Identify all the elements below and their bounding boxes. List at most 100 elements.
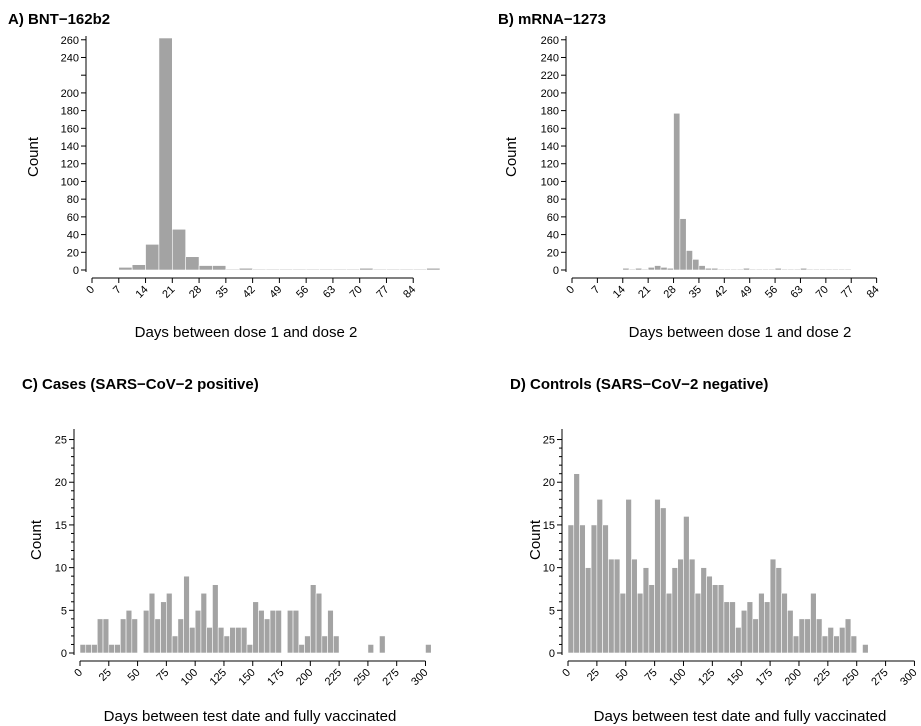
panel-c-bar <box>252 601 259 654</box>
panel-c-bar <box>425 644 432 654</box>
panel-a-bar <box>238 267 253 271</box>
panel-d-bar <box>804 618 811 654</box>
panel-b-y-tick-label: 0 <box>553 265 559 277</box>
panel-c-bar <box>258 610 265 654</box>
panel-b-y-tick-label: 140 <box>541 141 559 153</box>
panel-d-bar <box>821 635 829 654</box>
panel-b-mrna1273: B) mRNA−1273 Count Days between dose 1 a… <box>498 11 882 341</box>
panel-b-bar <box>749 268 757 271</box>
panel-c-bar <box>333 635 340 654</box>
panel-d-x-tick-label: 225 <box>811 667 832 688</box>
panel-b-bar <box>768 268 776 271</box>
panel-d-bar <box>850 635 858 654</box>
panel-d-x-tick-label: 100 <box>667 667 688 688</box>
panel-d-y-tick-label: 25 <box>543 435 555 447</box>
panel-b-bar <box>711 267 719 271</box>
panel-d-x-tick-label: 175 <box>754 667 775 688</box>
panel-b-x-tick-label: 77 <box>839 284 856 301</box>
panel-a-bar <box>386 268 401 271</box>
panel-b-bar <box>838 268 846 271</box>
panel-a-bar <box>252 268 267 271</box>
panel-c-bar <box>240 627 248 654</box>
panel-a-y-tick-label: 240 <box>61 52 79 64</box>
panel-d-bar <box>619 592 627 654</box>
panel-b-title: B) mRNA−1273 <box>498 11 606 28</box>
panel-c-bar <box>166 592 173 654</box>
panel-a-bar <box>426 267 441 271</box>
panel-b-bar <box>704 267 712 271</box>
panel-d-bar <box>775 567 782 654</box>
panel-d-bar <box>815 618 823 654</box>
panel-c-y-tick-label: 0 <box>61 648 67 660</box>
panel-b-bar <box>774 267 782 271</box>
panel-c-bar <box>315 592 323 654</box>
panel-d-y-tick-label: 15 <box>543 520 555 532</box>
panel-b-bar <box>812 268 820 271</box>
panel-c-bar <box>229 627 236 654</box>
panel-a-y-tick-label: 140 <box>61 141 79 153</box>
panel-b-x-tick-label: 28 <box>662 284 679 301</box>
panel-d-y-tick-label: 20 <box>543 477 555 489</box>
panel-d-bar <box>596 499 603 654</box>
panel-c-bar <box>143 610 150 654</box>
panel-b-bar <box>793 268 801 271</box>
panel-d-x-tick-label: 300 <box>898 667 919 688</box>
panel-c-x-tick-label: 125 <box>208 667 229 688</box>
panel-a-x-tick-label: 84 <box>401 284 418 301</box>
panel-c-bar <box>298 644 305 654</box>
panel-b-y-axis-label: Count <box>503 136 520 177</box>
panel-b-y-tick-label: 160 <box>541 123 559 135</box>
panel-b-y-tick-label: 80 <box>547 194 559 206</box>
panel-a-bar <box>185 256 200 271</box>
panel-b-x-tick-label: 49 <box>738 284 755 301</box>
panel-d-bar <box>660 507 667 654</box>
panel-b-bar <box>800 267 808 271</box>
panel-c-x-tick-label: 75 <box>154 667 171 684</box>
panel-a-bar <box>399 268 414 271</box>
panel-b-bar <box>679 218 687 271</box>
panel-c-bar <box>246 644 254 654</box>
panel-c-x-tick-label: 225 <box>323 667 344 688</box>
panel-c-bar <box>235 627 242 654</box>
panel-b-bar <box>743 267 750 271</box>
panel-a-x-tick-label: 42 <box>241 284 258 301</box>
panel-b-bar <box>628 268 636 271</box>
panel-c-cases: C) Cases (SARS−CoV−2 positive) Count Day… <box>22 376 432 725</box>
panel-b-x-tick-label: 84 <box>865 284 882 301</box>
panel-c-bar <box>177 618 184 654</box>
panel-a-bnt162b2: A) BNT−162b2 Count Days between dose 1 a… <box>8 11 441 341</box>
panel-c-bar <box>310 584 317 654</box>
panel-a-axes: 0 20 40 60 80 100 120 140 160 180 200 240 260 0 7 14 21 2… <box>61 35 419 301</box>
panel-b-bar <box>825 268 833 271</box>
panel-a-y-tick-label: 120 <box>61 159 79 171</box>
panel-a-x-tick-label: 35 <box>214 284 231 301</box>
panel-b-bar <box>819 268 827 271</box>
panel-d-bar <box>729 601 736 654</box>
panel-d-x-tick-label: 150 <box>725 667 746 688</box>
panel-a-bar <box>372 268 387 271</box>
panel-d-bar <box>787 610 794 654</box>
panel-c-bars <box>79 575 432 654</box>
panel-b-x-tick-label: 56 <box>763 284 780 301</box>
panel-a-bars <box>118 37 441 271</box>
panel-d-controls: D) Controls (SARS−CoV−2 negative) Count … <box>510 376 920 725</box>
panel-b-bar <box>692 259 700 271</box>
panel-b-x-tick-label: 63 <box>788 284 805 301</box>
panel-d-bar <box>688 558 696 654</box>
panel-c-bar <box>286 610 294 654</box>
panel-a-bar <box>279 268 294 271</box>
panel-c-bar <box>114 644 121 654</box>
panel-a-x-tick-label: 56 <box>294 284 311 301</box>
panel-b-y-tick-label: 200 <box>541 88 559 100</box>
panel-b-bar <box>844 268 852 271</box>
panel-b-bars <box>622 112 852 271</box>
panel-a-x-tick-label: 0 <box>84 284 97 297</box>
panel-b-bar <box>641 268 649 271</box>
panel-d-bar <box>746 601 754 654</box>
panel-d-bar <box>764 601 771 654</box>
panel-a-y-tick-label: 40 <box>67 230 79 242</box>
panel-a-x-tick-label: 28 <box>187 284 204 301</box>
panel-d-bar <box>625 499 632 654</box>
panel-d-bar <box>792 635 800 654</box>
